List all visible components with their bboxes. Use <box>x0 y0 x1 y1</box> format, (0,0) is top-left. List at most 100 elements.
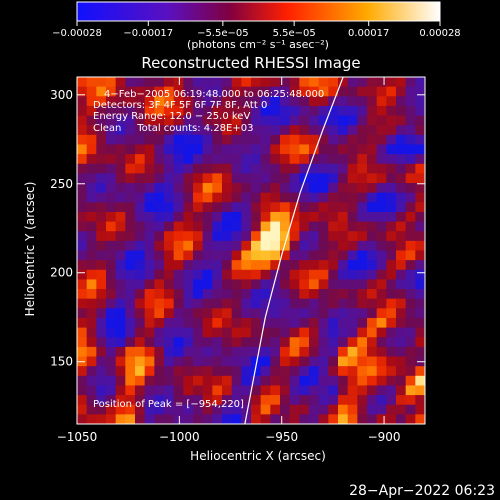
heatmap-cell <box>173 144 184 155</box>
heatmap-cell <box>231 298 242 309</box>
heatmap-cell <box>222 183 233 194</box>
heatmap-cell <box>309 221 320 232</box>
heatmap-cell <box>144 144 155 155</box>
heatmap-cell <box>164 327 175 338</box>
heatmap-cell <box>125 115 136 126</box>
heatmap-cell <box>318 183 329 194</box>
heatmap-cell <box>173 404 184 415</box>
heatmap-cell <box>260 125 271 136</box>
heatmap-cell <box>212 240 223 252</box>
heatmap-cell <box>405 395 416 406</box>
heatmap-cell <box>125 183 136 194</box>
x-axis-label: Heliocentric X (arcsec) <box>190 449 326 463</box>
heatmap-cell <box>376 385 387 396</box>
heatmap-cell <box>144 134 155 146</box>
heatmap-cell <box>367 366 378 377</box>
heatmap-cell <box>347 317 358 329</box>
heatmap-cell <box>222 115 233 126</box>
heatmap-cell <box>164 366 175 377</box>
heatmap-cell <box>212 96 223 107</box>
heatmap-cell <box>328 154 339 165</box>
heatmap-cell <box>222 356 233 367</box>
heatmap-cell <box>309 183 320 194</box>
heatmap-cell <box>405 414 416 424</box>
heatmap-cell <box>318 154 329 165</box>
heatmap-cell <box>241 154 252 165</box>
heatmap-cell <box>135 144 146 155</box>
heatmap-cell <box>77 202 88 213</box>
heatmap-cell <box>270 125 281 136</box>
heatmap-cell <box>367 356 378 367</box>
heatmap-cell <box>347 279 358 290</box>
heatmap-cell <box>396 77 407 88</box>
heatmap-cell <box>318 366 329 377</box>
heatmap-cell <box>280 202 291 213</box>
heatmap-cell <box>241 317 252 329</box>
heatmap-cell <box>193 260 204 271</box>
heatmap-cell <box>86 86 97 97</box>
heatmap-cell <box>367 414 378 424</box>
heatmap-cell <box>396 298 407 309</box>
heatmap-cell <box>347 298 358 309</box>
heatmap-cell <box>212 366 223 377</box>
heatmap-cell <box>405 404 416 415</box>
heatmap-cell <box>405 77 416 88</box>
heatmap-cell <box>270 385 281 396</box>
heatmap-cell <box>135 260 146 271</box>
heatmap-cell <box>115 211 126 223</box>
heatmap-cell <box>135 279 146 290</box>
heatmap-cell <box>135 240 146 252</box>
heatmap-cell <box>183 202 194 213</box>
heatmap-cell <box>338 125 349 136</box>
heatmap-cell <box>289 346 300 358</box>
heatmap-cell <box>212 404 223 415</box>
heatmap <box>77 77 425 424</box>
heatmap-cell <box>347 125 358 136</box>
heatmap-cell <box>135 375 146 387</box>
heatmap-cell <box>193 105 204 117</box>
heatmap-cell <box>289 269 300 281</box>
heatmap-cell <box>183 356 194 367</box>
heatmap-cell <box>309 134 320 146</box>
heatmap-cell <box>77 173 88 184</box>
y-tick-label: 300 <box>50 88 73 102</box>
heatmap-cell <box>396 211 407 223</box>
heatmap-cell <box>202 385 213 396</box>
colorbar-ticks: −0.00028 −0.00017 −5.5e−05 5.5e−05 0.00017 0.… <box>52 21 461 39</box>
heatmap-cell <box>318 308 329 319</box>
heatmap-cell <box>96 289 107 300</box>
heatmap-cell <box>173 134 184 146</box>
heatmap-cell <box>270 86 281 97</box>
heatmap-cell <box>318 260 329 271</box>
heatmap-cell <box>96 77 107 88</box>
heatmap-cell <box>154 366 165 377</box>
heatmap-cell <box>241 202 252 213</box>
heatmap-cell <box>318 269 329 281</box>
heatmap-cell <box>154 154 165 165</box>
heatmap-cell <box>280 240 291 252</box>
heatmap-cell <box>231 211 242 223</box>
heatmap-cell <box>299 231 310 242</box>
heatmap-cell <box>299 308 310 319</box>
heatmap-cell <box>396 134 407 146</box>
heatmap-cell <box>96 221 107 232</box>
heatmap-cell <box>135 356 146 367</box>
heatmap-cell <box>106 308 117 319</box>
heatmap-cell <box>154 337 165 348</box>
heatmap-cell <box>96 173 107 184</box>
heatmap-cell <box>106 231 117 242</box>
heatmap-cell <box>376 240 387 252</box>
heatmap-cell <box>357 395 368 406</box>
heatmap-cell <box>376 327 387 338</box>
heatmap-cell <box>299 211 310 223</box>
heatmap-cell <box>125 173 136 184</box>
heatmap-cell <box>338 356 349 367</box>
heatmap-cell <box>173 173 184 184</box>
heatmap-cell <box>125 86 136 97</box>
heatmap-cell <box>164 260 175 271</box>
heatmap-cell <box>183 192 194 203</box>
heatmap-cell <box>96 250 107 261</box>
heatmap-cell <box>260 269 271 281</box>
heatmap-cell <box>357 327 368 338</box>
heatmap-cell <box>164 337 175 348</box>
